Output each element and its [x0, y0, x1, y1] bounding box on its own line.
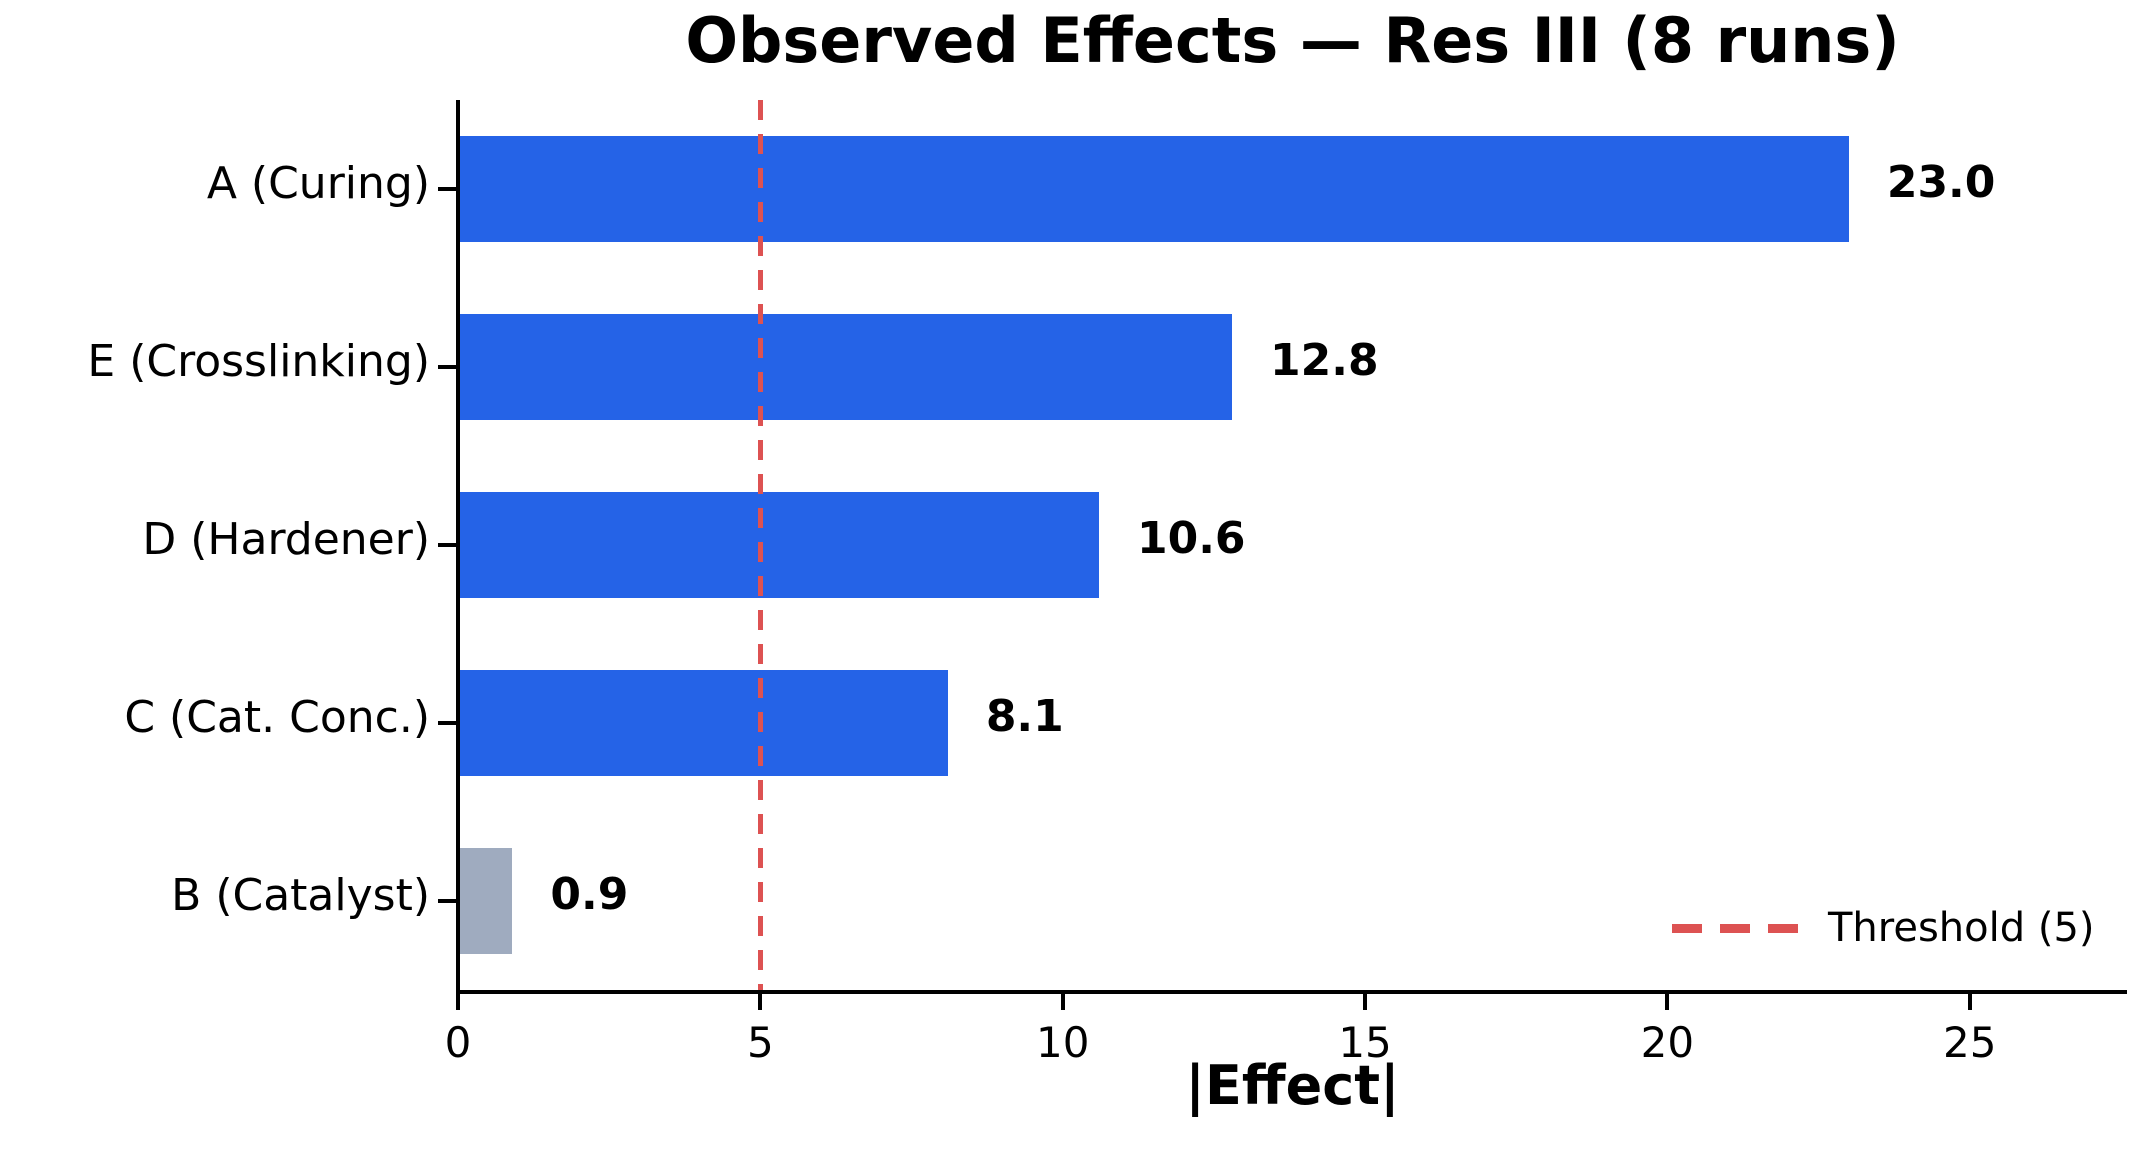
bar-d [460, 492, 1099, 598]
y-tick [438, 187, 456, 191]
threshold-dashed-line [757, 100, 763, 990]
bar-e [460, 314, 1233, 420]
x-tick [1363, 992, 1368, 1010]
bar-value-label: 8.1 [985, 691, 1064, 742]
x-tick [1060, 992, 1065, 1010]
x-tick [758, 992, 763, 1010]
bar-value-label: 10.6 [1136, 513, 1246, 564]
x-tick-label: 20 [1640, 1018, 1695, 1067]
x-tick [456, 992, 460, 1010]
category-label: A (Curing) [206, 158, 430, 209]
legend-label: Threshold (5) [1828, 905, 2095, 951]
x-tick-label: 10 [1035, 1018, 1090, 1067]
x-tick [1665, 992, 1670, 1010]
chart-title: Observed Effects — Res III (8 runs) [685, 4, 1900, 77]
bar-value-label: 23.0 [1886, 157, 1996, 208]
x-tick-label: 0 [444, 1018, 472, 1067]
x-tick-label: 25 [1943, 1018, 1997, 1067]
x-axis-label: |Effect| [1185, 1054, 1400, 1117]
category-label: C (Cat. Conc.) [124, 692, 430, 743]
x-tick-label: 5 [746, 1018, 774, 1067]
bar-value-label: 0.9 [550, 869, 629, 920]
y-tick [438, 899, 456, 903]
y-tick [438, 721, 456, 725]
x-tick-label: 15 [1338, 1018, 1392, 1067]
category-label: E (Crosslinking) [87, 336, 430, 387]
bar-value-label: 12.8 [1270, 335, 1379, 386]
y-axis-spine [456, 100, 460, 994]
x-tick [1967, 992, 1972, 1010]
threshold-legend-dash-icon [1672, 923, 1798, 933]
legend: Threshold (5) [1672, 902, 2095, 954]
x-axis-spine [456, 990, 2127, 994]
y-tick [438, 365, 456, 369]
bar-c [460, 670, 948, 776]
bar-a [460, 136, 1849, 242]
y-tick [438, 543, 456, 547]
bar-b [460, 848, 513, 954]
category-label: B (Catalyst) [171, 870, 430, 921]
category-label: D (Hardener) [142, 514, 430, 565]
